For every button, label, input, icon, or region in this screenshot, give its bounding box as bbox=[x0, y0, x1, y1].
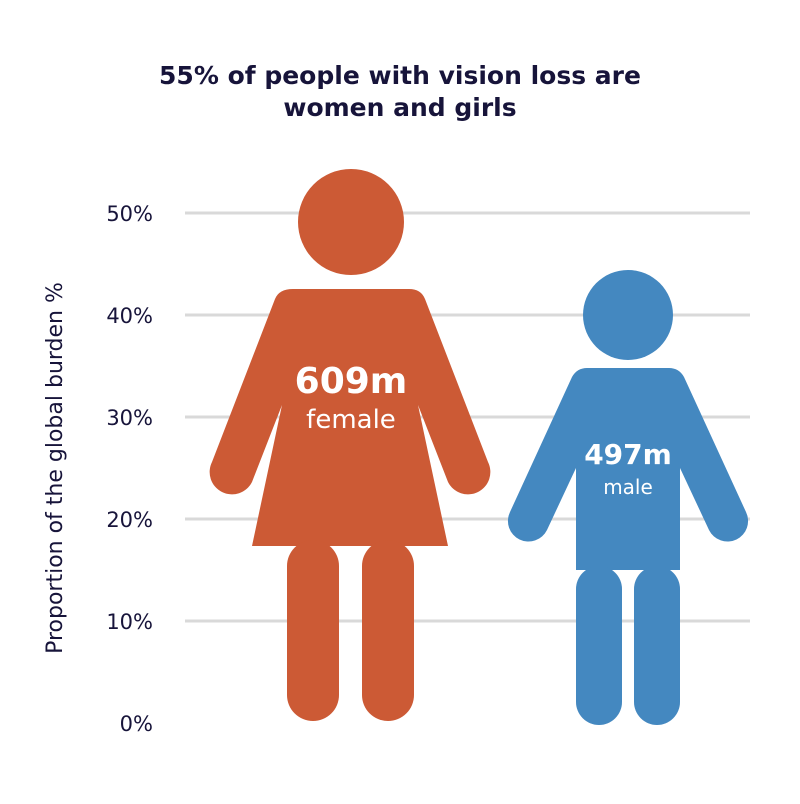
male-figure-leg-left bbox=[576, 566, 622, 725]
female-figure-body bbox=[209, 289, 491, 546]
chart-title-line-1: 55% of people with vision loss are bbox=[159, 61, 641, 90]
female-category-label: female bbox=[306, 405, 396, 435]
male-figure-body bbox=[507, 368, 749, 570]
y-tick-labels: 0% 10% 20% 30% 40% 50% bbox=[106, 202, 153, 736]
y-tick-label-30: 30% bbox=[106, 406, 153, 430]
y-tick-label-0: 0% bbox=[120, 712, 153, 736]
y-tick-label-40: 40% bbox=[106, 304, 153, 328]
female-figure-head bbox=[298, 169, 404, 275]
female-figure-icon: 609m female bbox=[209, 169, 491, 721]
female-figure-leg-left bbox=[287, 540, 339, 721]
chart-title-line-2: women and girls bbox=[283, 93, 516, 122]
female-value-label: 609m bbox=[295, 361, 408, 402]
y-tick-label-10: 10% bbox=[106, 610, 153, 634]
y-tick-label-20: 20% bbox=[106, 508, 153, 532]
y-tick-label-50: 50% bbox=[106, 202, 153, 226]
male-figure-icon: 497m male bbox=[507, 270, 749, 725]
male-figure-leg-right bbox=[634, 566, 680, 725]
female-figure-leg-right bbox=[362, 540, 414, 721]
male-value-label: 497m bbox=[584, 438, 672, 471]
y-axis-label: Proportion of the global burden % bbox=[43, 282, 68, 654]
male-category-label: male bbox=[603, 475, 653, 499]
male-figure-head bbox=[583, 270, 673, 360]
